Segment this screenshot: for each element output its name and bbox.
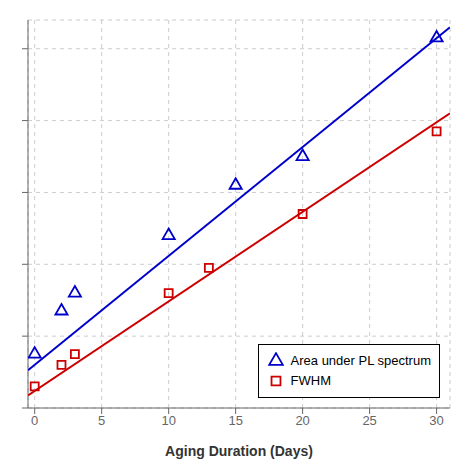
svg-text:20: 20 [295,413,309,428]
svg-text:5: 5 [98,413,105,428]
html-text:FWHM: FWHM [290,373,331,388]
svg-text:25: 25 [362,413,376,428]
svg-text:0: 0 [31,413,38,428]
svg-text:Aging Duration (Days): Aging Duration (Days) [165,443,313,459]
svg-text:30: 30 [429,413,443,428]
svg-text:15: 15 [228,413,242,428]
html-text:Area under PL spectrum: Area under PL spectrum [290,353,431,368]
svg-text:10: 10 [161,413,175,428]
